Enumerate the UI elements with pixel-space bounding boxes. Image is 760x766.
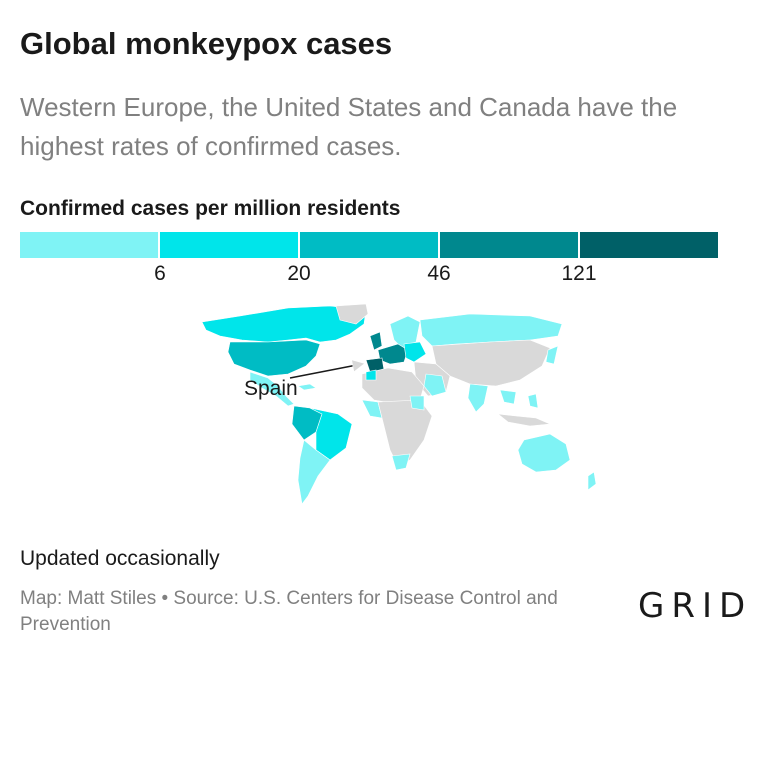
legend-swatch-4: [438, 232, 578, 258]
region-australia: [517, 433, 571, 473]
updated-note: Updated occasionally: [20, 547, 220, 570]
region-indonesia: [497, 413, 551, 427]
source-credit: Map: Matt Stiles • Source: U.S. Centers …: [20, 588, 558, 635]
region-sudan: [409, 395, 425, 411]
region-new-zealand: [587, 471, 597, 491]
grid-logo: GRID: [638, 586, 753, 626]
legend-swatch-2: [158, 232, 298, 258]
legend-swatch-1: [20, 232, 158, 258]
legend-color-bar: [20, 232, 718, 258]
region-philippines: [527, 393, 539, 409]
region-canada: [201, 305, 367, 343]
spain-arrow: [289, 364, 362, 379]
region-southeast-asia: [499, 389, 517, 405]
region-caribbean: [297, 383, 317, 391]
region-greenland: [335, 303, 369, 325]
chart-title: Global monkeypox cases: [20, 26, 393, 61]
chart-subtitle: Western Europe, the United States and Ca…: [20, 92, 678, 161]
region-asia: [431, 339, 551, 387]
region-eastern-europe: [403, 341, 427, 363]
region-south-africa: [391, 453, 411, 471]
region-russia: [419, 313, 563, 347]
world-choropleth-map: Spain: [201, 303, 597, 505]
region-japan: [545, 345, 559, 365]
legend-tick-46: 46: [427, 262, 451, 285]
legend-swatch-5: [578, 232, 718, 258]
spain-annotation-label: Spain: [244, 377, 298, 400]
region-south-america-south: [297, 439, 331, 505]
region-saudi-arabia: [423, 373, 447, 397]
region-united-states: [227, 339, 321, 377]
legend-tick-6: 6: [154, 262, 166, 285]
legend-tick-121: 121: [561, 262, 597, 285]
legend-swatch-3: [298, 232, 438, 258]
region-uk: [369, 331, 383, 351]
region-morocco: [365, 369, 377, 381]
legend-title: Confirmed cases per million residents: [20, 197, 401, 220]
region-scandinavia: [389, 315, 421, 349]
region-mexico: [249, 371, 295, 407]
region-india: [467, 383, 489, 413]
legend-tick-20: 20: [287, 262, 311, 285]
